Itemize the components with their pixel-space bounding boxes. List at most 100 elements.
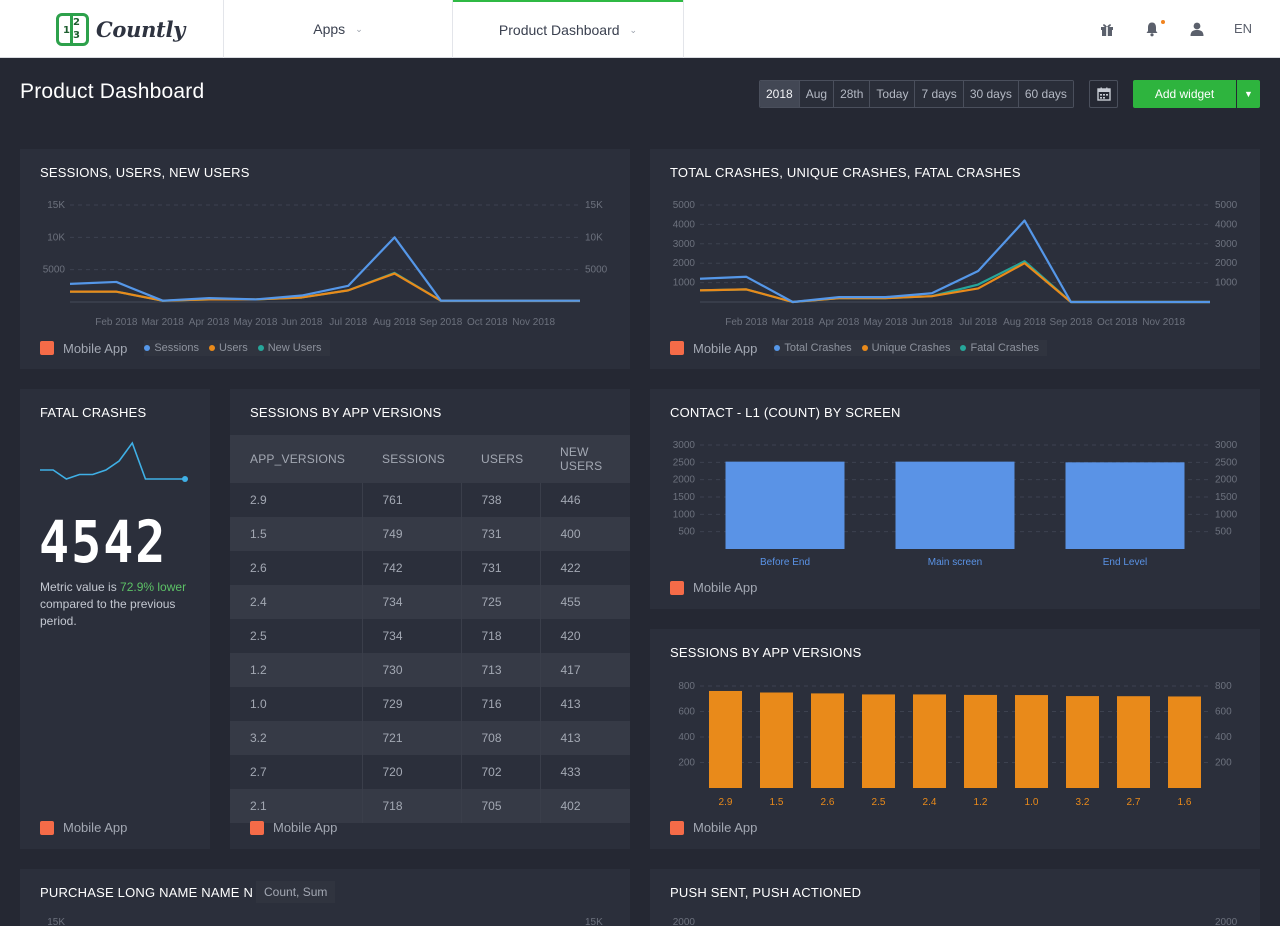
table-row[interactable]: 2.9 761 738 446 bbox=[230, 483, 630, 517]
bar bbox=[1117, 696, 1150, 788]
bar bbox=[895, 461, 1015, 549]
bell-icon[interactable] bbox=[1144, 21, 1160, 37]
y-tick-label: 5000 bbox=[585, 265, 608, 276]
versions-bar-chart: 200 200 400 400 600 600 800 800 2.9 1.5 2.6 2.5 2.4 1… bbox=[678, 681, 1232, 808]
table-row[interactable]: 2.1 718 705 402 bbox=[230, 789, 630, 823]
series-new-users[interactable]: New Users bbox=[257, 342, 322, 354]
crashes-line-chart: 1000 1000 2000 2000 3000 3000 4000 4000 5000 5000… bbox=[673, 200, 1238, 328]
table-cell: 702 bbox=[461, 755, 541, 789]
logo-text: Countly bbox=[96, 17, 186, 42]
widget-title: SESSIONS, USERS, NEW USERS bbox=[40, 165, 250, 180]
series-line-sessions bbox=[69, 236, 580, 302]
bar bbox=[862, 694, 895, 788]
language-selector[interactable]: EN bbox=[1234, 21, 1253, 36]
period-28th[interactable]: 28th bbox=[834, 81, 871, 107]
push-chart-axis: 2000 2000 bbox=[673, 917, 1238, 926]
x-tick-label: Feb 2018 bbox=[725, 317, 768, 328]
y-tick-label: 4000 bbox=[673, 219, 696, 230]
sessions-users-widget: SESSIONS, USERS, NEW USERS 5000 5000 10K 10… bbox=[20, 149, 630, 369]
divider bbox=[223, 0, 224, 58]
app-color-square bbox=[670, 820, 684, 835]
period-2018[interactable]: 2018 bbox=[760, 81, 800, 107]
x-tick-label: Jul 2018 bbox=[959, 317, 997, 328]
table-cell: 730 bbox=[362, 653, 462, 687]
y-tick-label: 2500 bbox=[1215, 457, 1238, 468]
table-cell: 422 bbox=[560, 561, 581, 575]
y-tick-label: 3000 bbox=[673, 239, 696, 250]
y-tick-label: 5000 bbox=[43, 265, 66, 276]
series-unique-crashes[interactable]: Unique Crashes bbox=[861, 342, 950, 354]
table-cell: 734 bbox=[362, 585, 462, 619]
column-header[interactable]: USERS bbox=[461, 435, 540, 483]
table-row[interactable]: 3.2 721 708 413 bbox=[230, 721, 630, 755]
table-row[interactable]: 2.6 742 731 422 bbox=[230, 551, 630, 585]
table-row[interactable]: 2.7 720 702 433 bbox=[230, 755, 630, 789]
table-cell: 2.6 bbox=[230, 551, 363, 585]
table-cell: 708 bbox=[461, 721, 541, 755]
apps-dropdown[interactable]: Apps ⌄ bbox=[224, 0, 452, 58]
metric-badge[interactable]: Count, Sum bbox=[256, 881, 336, 903]
add-widget-button[interactable]: Add widget bbox=[1133, 80, 1236, 108]
series-total-crashes[interactable]: Total Crashes bbox=[774, 342, 852, 354]
x-tick-label: Jul 2018 bbox=[329, 317, 367, 328]
chevron-down-icon: ⌄ bbox=[629, 24, 638, 35]
table-row[interactable]: 2.4 734 725 455 bbox=[230, 585, 630, 619]
y-tick: 2000 bbox=[1215, 917, 1238, 926]
column-header[interactable]: APP_VERSIONS bbox=[230, 435, 362, 483]
dashboard-dropdown[interactable]: Product Dashboard ⌄ bbox=[453, 0, 683, 58]
metric-change: 72.9% lower bbox=[120, 580, 187, 594]
table-row[interactable]: 2.5 734 718 420 bbox=[230, 619, 630, 653]
sparkline-endpoint bbox=[182, 476, 188, 482]
y-tick: 15K bbox=[585, 917, 603, 926]
fatal-crashes-widget: FATAL CRASHES 4542 Metric value is 72.9%… bbox=[20, 389, 210, 849]
bar bbox=[1066, 696, 1099, 788]
add-widget-dropdown[interactable]: ▼ bbox=[1237, 80, 1260, 108]
page-title: Product Dashboard bbox=[20, 80, 205, 103]
period-30-days[interactable]: 30 days bbox=[963, 81, 1019, 107]
user-icon[interactable] bbox=[1189, 21, 1205, 37]
chart-legend: Mobile App Total Crashes Unique Crashes … bbox=[670, 340, 1047, 356]
series-sessions[interactable]: Sessions bbox=[144, 342, 199, 354]
sessions-line-chart: 5000 5000 10K 10K 15K 15K Feb 2018 Mar 2018 Apr … bbox=[43, 200, 608, 328]
column-header[interactable]: SESSIONS bbox=[362, 435, 461, 483]
calendar-button[interactable] bbox=[1089, 80, 1118, 108]
y-tick-label: 2000 bbox=[1215, 475, 1238, 486]
table-cell: 413 bbox=[560, 697, 581, 711]
y-tick-label: 3000 bbox=[1215, 440, 1238, 451]
table-cell: 729 bbox=[362, 687, 462, 721]
x-tick-label: Sep 2018 bbox=[419, 317, 462, 328]
chart-legend: Mobile App bbox=[40, 820, 127, 835]
table-row[interactable]: 1.5 749 731 400 bbox=[230, 517, 630, 551]
app-color-square bbox=[40, 820, 54, 835]
table-cell: 455 bbox=[540, 585, 630, 619]
table-row[interactable]: 1.2 730 713 417 bbox=[230, 653, 630, 687]
period-aug[interactable]: Aug bbox=[799, 81, 835, 107]
gift-icon[interactable] bbox=[1099, 21, 1115, 37]
table-cell: 718 bbox=[461, 619, 541, 653]
period-today[interactable]: Today bbox=[870, 81, 916, 107]
series-fatal-crashes[interactable]: Fatal Crashes bbox=[960, 342, 1039, 354]
period-7-days[interactable]: 7 days bbox=[915, 81, 964, 107]
bar-label: 2.9 bbox=[719, 797, 733, 808]
y-tick-label: 2500 bbox=[673, 457, 696, 468]
widget-title: SESSIONS BY APP VERSIONS bbox=[670, 645, 862, 660]
widget-title: PUSH SENT, PUSH ACTIONED bbox=[670, 885, 862, 900]
chevron-down-icon: ▼ bbox=[1244, 89, 1253, 99]
app-color-square bbox=[250, 820, 264, 835]
table-row[interactable]: 1.0 729 716 413 bbox=[230, 687, 630, 721]
series-users[interactable]: Users bbox=[208, 342, 248, 354]
table-cell: 738 bbox=[461, 483, 541, 517]
bar-label: Main screen bbox=[928, 557, 982, 568]
sparkline bbox=[40, 441, 185, 480]
column-header[interactable]: NEW USERS bbox=[540, 435, 630, 483]
app-color-square bbox=[40, 341, 54, 355]
table-cell: 1.5 bbox=[230, 517, 363, 551]
y-tick-label: 15K bbox=[585, 200, 603, 211]
crashes-widget: TOTAL CRASHES, UNIQUE CRASHES, FATAL CRA… bbox=[650, 149, 1260, 369]
divider bbox=[452, 0, 453, 58]
table-cell: 402 bbox=[540, 789, 630, 823]
period-60-days[interactable]: 60 days bbox=[1018, 81, 1073, 107]
period-selector: 2018 Aug 28th Today 7 days 30 days 60 da… bbox=[759, 80, 1074, 108]
